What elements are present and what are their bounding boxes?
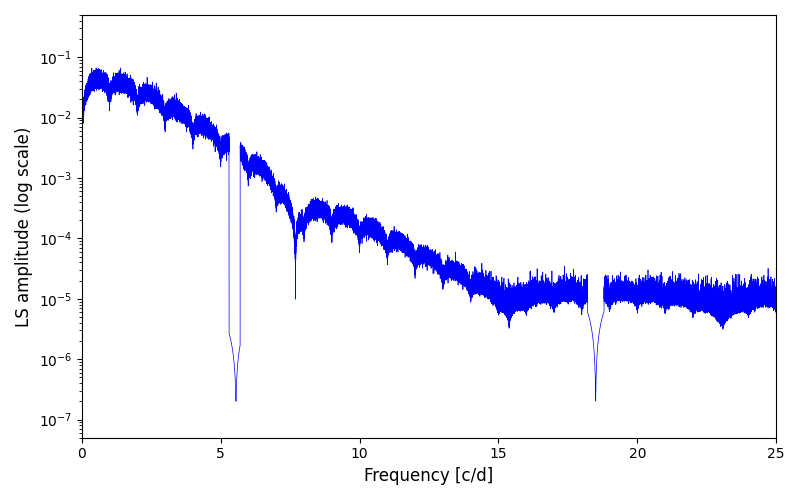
Y-axis label: LS amplitude (log scale): LS amplitude (log scale)	[15, 126, 33, 326]
X-axis label: Frequency [c/d]: Frequency [c/d]	[364, 467, 494, 485]
